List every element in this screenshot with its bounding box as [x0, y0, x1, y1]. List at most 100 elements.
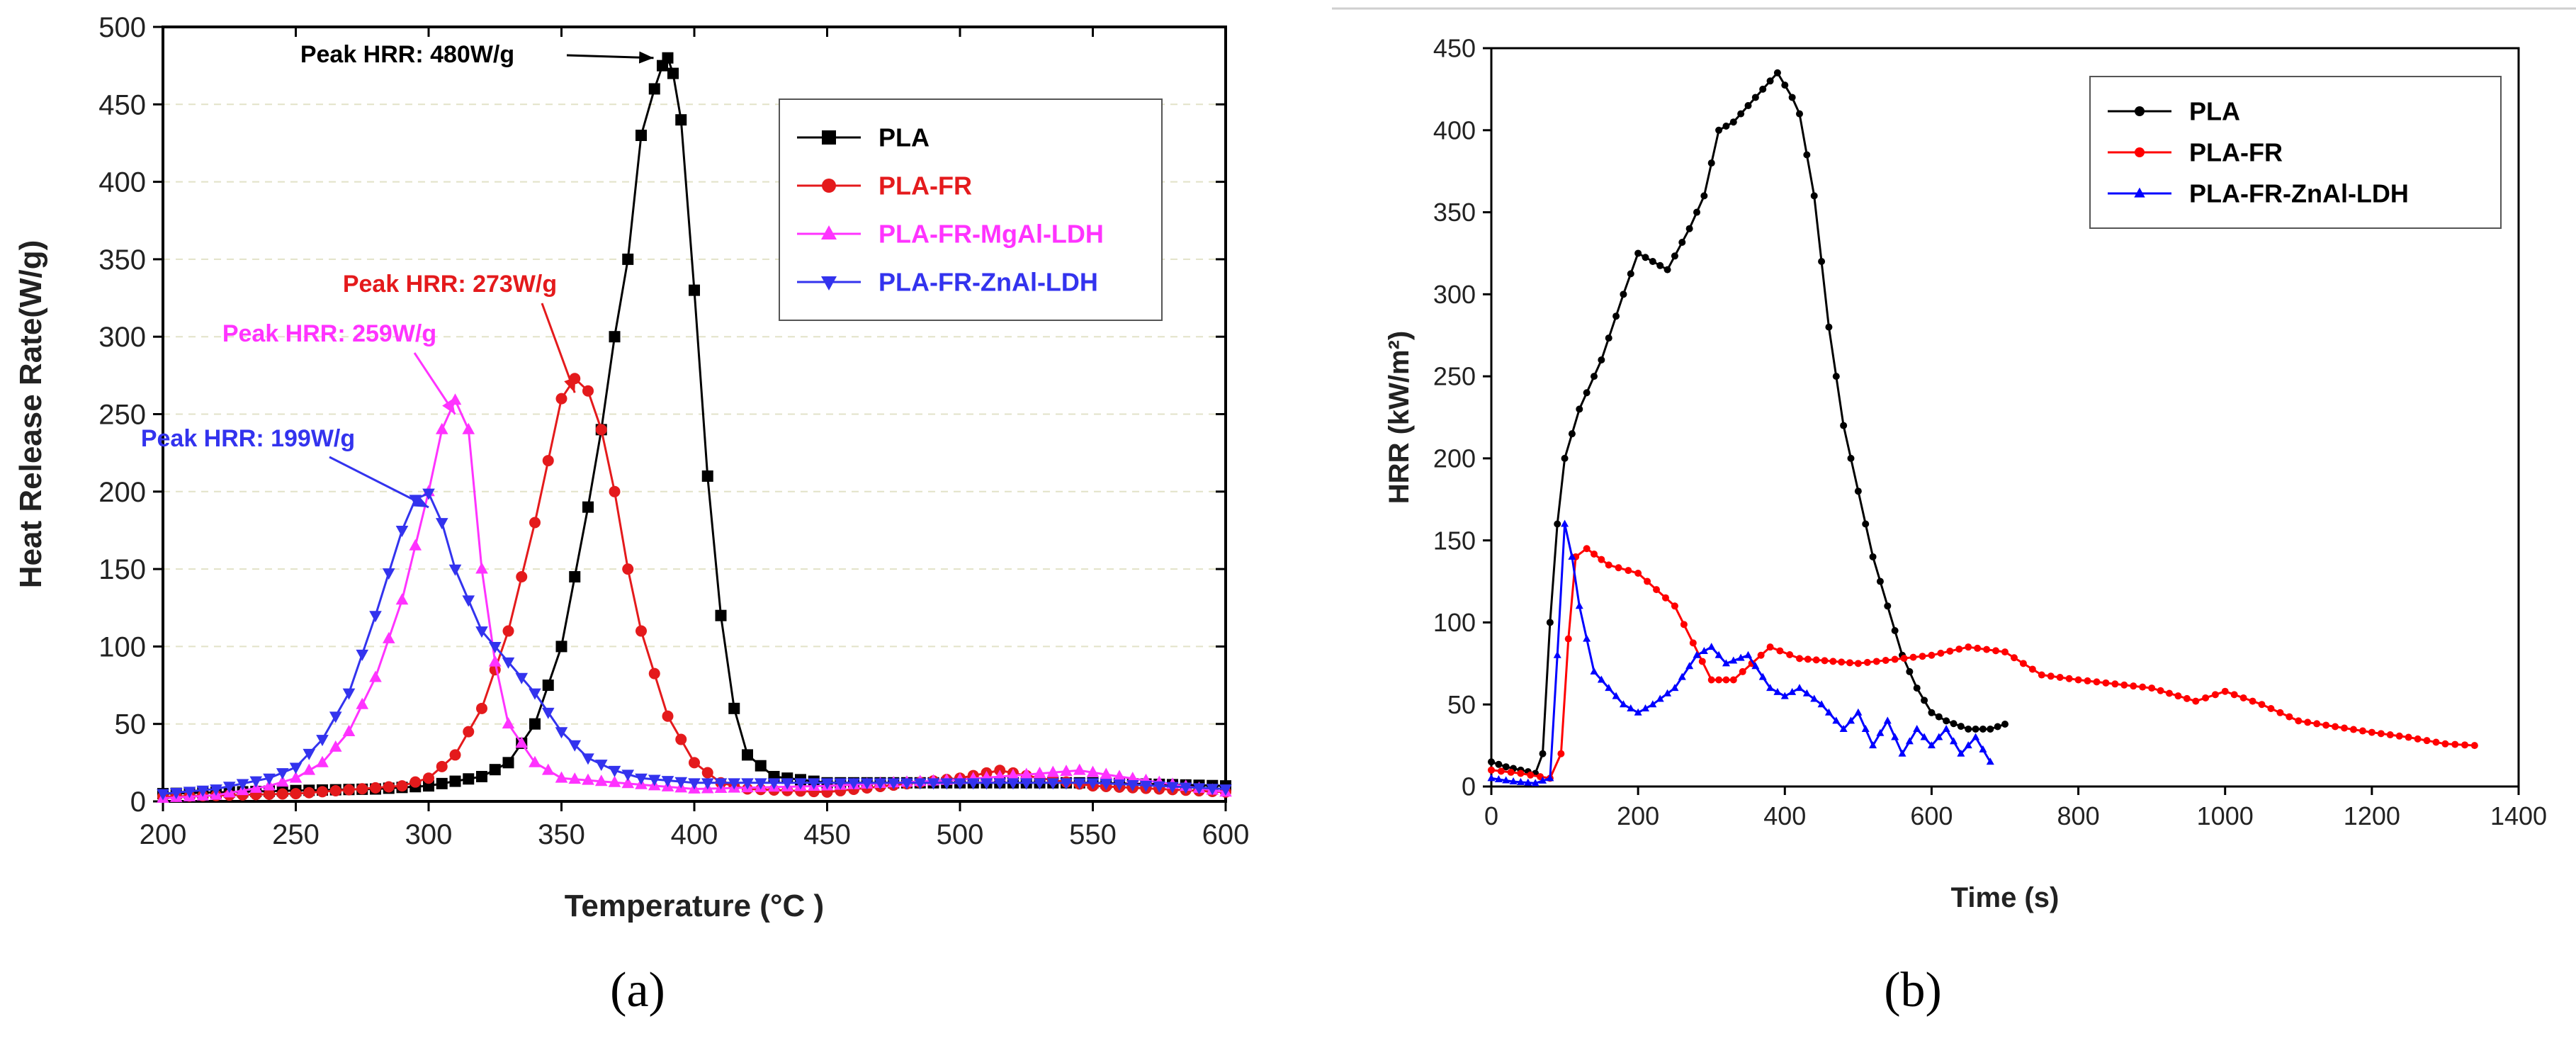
x-tick-label: 600: [1910, 801, 1953, 830]
data-point: [1113, 779, 1126, 791]
data-point: [2019, 660, 2027, 667]
data-point: [1905, 737, 1914, 745]
data-point: [847, 778, 860, 790]
data-point: [1100, 767, 1113, 779]
data-point: [715, 609, 727, 621]
data-point: [1810, 192, 1818, 200]
x-tick-label: 400: [671, 819, 718, 850]
data-point: [210, 784, 222, 796]
data-point: [2093, 678, 2101, 686]
data-point: [1957, 723, 1965, 731]
data-point: [475, 626, 488, 638]
data-point: [635, 773, 648, 785]
data-point: [1802, 689, 1811, 697]
x-axis-label: Temperature (°C ): [565, 889, 824, 923]
data-point: [1698, 658, 1706, 665]
annotation-arrow-line: [541, 303, 576, 393]
chart-panel-a: 200 250 300 350 400 450 500 550 600 0 50 100 150 200 2…: [13, 12, 1249, 923]
data-point: [954, 778, 966, 790]
data-point: [1840, 422, 1848, 429]
data-point: [1671, 252, 1678, 260]
data-point: [1656, 261, 1664, 269]
data-point: [1898, 749, 1906, 757]
series-line: [1491, 547, 2475, 779]
data-point: [369, 670, 382, 682]
data-point: [1847, 454, 1855, 462]
data-point: [2111, 680, 2119, 688]
data-point: [502, 717, 515, 729]
data-point: [1661, 594, 1669, 602]
data-point: [1700, 646, 1708, 654]
data-point: [1583, 634, 1591, 642]
data-point: [1715, 126, 1723, 134]
data-point: [1715, 676, 1723, 684]
data-point: [1634, 569, 1642, 577]
data-point: [582, 501, 594, 513]
data-point: [609, 485, 621, 497]
data-point: [2295, 717, 2303, 725]
data-point: [701, 470, 713, 482]
data-point: [435, 422, 448, 434]
data-point: [488, 655, 502, 667]
data-point: [1649, 258, 1656, 266]
data-point: [569, 571, 581, 583]
data-point: [356, 697, 369, 709]
x-tick-label: 200: [1617, 801, 1659, 830]
data-point: [887, 778, 900, 790]
data-point: [515, 672, 529, 684]
data-point: [436, 760, 448, 772]
data-point: [2148, 684, 2156, 692]
annotation-label: Peak HRR: 480W/g: [300, 41, 514, 68]
data-point: [356, 783, 368, 795]
data-point: [900, 778, 913, 790]
data-point: [1653, 586, 1661, 594]
data-point: [1019, 778, 1033, 790]
data-point: [1527, 771, 1535, 779]
series-pla-fr-mgal-ldh: [157, 393, 1232, 804]
legend-box: [779, 98, 1163, 321]
data-point: [1863, 658, 1871, 666]
y-tick-label: 200: [98, 477, 146, 508]
data-point: [183, 787, 196, 799]
data-point: [1700, 192, 1708, 200]
data-point: [1786, 650, 1794, 658]
data-point: [1591, 373, 1598, 380]
y-tick-label: 300: [1433, 280, 1476, 309]
data-point: [1680, 621, 1688, 628]
data-point: [1219, 784, 1232, 796]
data-point: [635, 130, 647, 142]
data-point: [1678, 239, 1686, 247]
data-point: [276, 775, 289, 787]
data-point: [1739, 667, 1746, 675]
data-point: [2377, 730, 2385, 738]
data-point: [689, 757, 700, 769]
data-point: [1033, 778, 1046, 790]
data-point: [1642, 704, 1649, 712]
data-point: [1073, 763, 1086, 775]
data-point: [1509, 777, 1518, 785]
data-point: [462, 422, 475, 434]
data-point: [1553, 650, 1561, 658]
x-tick-label: 200: [140, 819, 187, 850]
series-pla-fr-znal-ldh: [1487, 519, 1994, 787]
data-point: [980, 778, 993, 790]
data-point: [1736, 653, 1745, 661]
data-point: [993, 778, 1007, 790]
x-tick-label: 550: [1069, 819, 1117, 850]
data-point: [2038, 671, 2045, 679]
data-point: [1869, 553, 1877, 560]
data-point: [1766, 77, 1774, 85]
data-point: [1634, 249, 1642, 257]
data-point: [1804, 655, 1812, 663]
data-point: [542, 455, 554, 467]
data-point: [781, 778, 794, 790]
x-tick-label: 1200: [2344, 801, 2400, 830]
data-point: [2211, 691, 2219, 699]
y-tick-label: 450: [98, 89, 146, 120]
data-point: [2286, 713, 2293, 721]
data-point: [2470, 742, 2478, 750]
data-point: [1913, 724, 1921, 732]
data-point: [1576, 405, 1583, 413]
data-point: [1780, 692, 1789, 699]
data-point: [742, 749, 753, 761]
